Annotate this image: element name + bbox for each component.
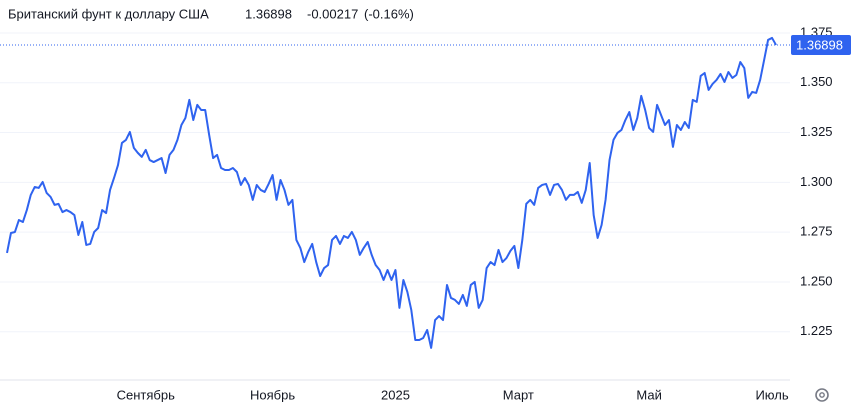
chart-title: Британский фунт к доллару США bbox=[8, 6, 209, 21]
header-price: 1.36898 bbox=[245, 6, 292, 21]
x-tick-label: Сентябрь bbox=[117, 387, 175, 402]
header-change: -0.00217 bbox=[307, 6, 358, 21]
x-tick-label: Ноябрь bbox=[250, 387, 295, 402]
y-tick-label: 1.250 bbox=[800, 273, 833, 288]
y-tick-label: 1.325 bbox=[800, 124, 833, 139]
gear-hub[interactable] bbox=[819, 392, 825, 398]
x-tick-label: Июль bbox=[755, 387, 788, 402]
settings-icon[interactable] bbox=[815, 388, 829, 402]
gear[interactable] bbox=[815, 388, 829, 402]
last-price-badge bbox=[791, 34, 851, 55]
x-tick-label: Март bbox=[503, 387, 534, 402]
header-change-percent: (-0.16%) bbox=[364, 6, 414, 21]
y-tick-label: 1.350 bbox=[800, 74, 833, 89]
y-tick-label: 1.275 bbox=[800, 224, 833, 239]
last-price-label: 1.36898 bbox=[796, 37, 843, 52]
price-line bbox=[6, 36, 777, 349]
x-tick-label: 2025 bbox=[381, 387, 410, 402]
y-tick-label: 1.225 bbox=[800, 323, 833, 338]
y-tick-label: 1.300 bbox=[800, 174, 833, 189]
x-tick-label: Май bbox=[636, 387, 661, 402]
